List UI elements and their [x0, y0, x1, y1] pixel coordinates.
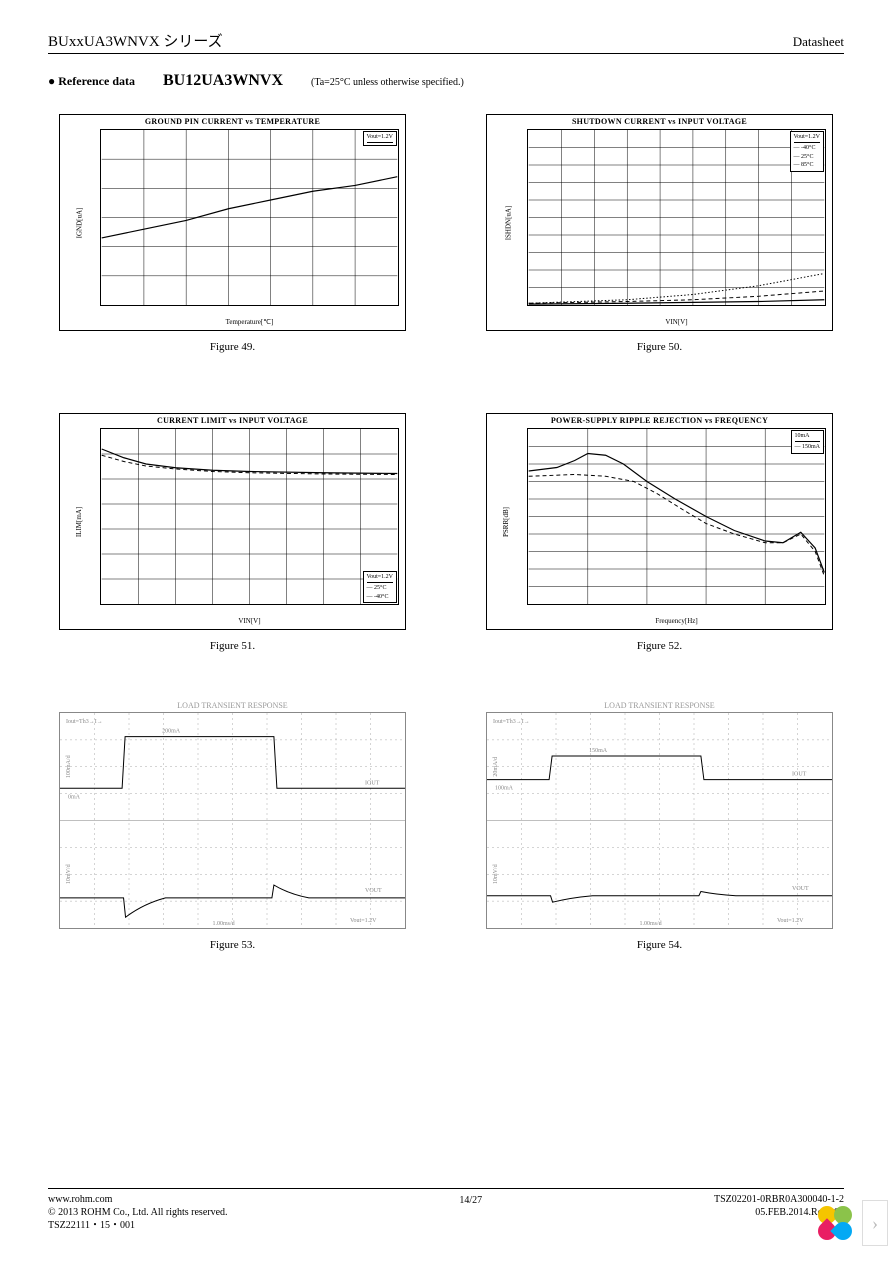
next-page-button[interactable]: ›: [862, 1200, 888, 1246]
svg-text:1.00ms/d: 1.00ms/d: [640, 921, 662, 927]
x-axis-label: VIN[V]: [527, 318, 826, 326]
plot-area: [100, 428, 399, 605]
page: BUxxUA3WNVX シリーズ Datasheet ● Reference d…: [0, 0, 892, 1250]
legend: Vout=1.2V— 25°C— -40°C: [363, 571, 397, 603]
x-axis-label: VIN[V]: [100, 617, 399, 625]
svg-text:IOUT: IOUT: [792, 772, 807, 778]
reference-row: ● Reference data BU12UA3WNVX (Ta=25°C un…: [48, 72, 844, 90]
chart-title: GROUND PIN CURRENT vs TEMPERATURE: [60, 117, 405, 126]
datasheet-label: Datasheet: [793, 34, 844, 50]
y-axis-label: ISHDN[uA]: [504, 205, 512, 240]
svg-text:150mA: 150mA: [589, 748, 608, 754]
chart-54: LOAD TRANSIENT RESPONSE Iout=Th3→I→ 150m…: [475, 712, 844, 951]
chart-title: CURRENT LIMIT vs INPUT VOLTAGE: [60, 416, 405, 425]
svg-text:100mA: 100mA: [495, 786, 514, 792]
svg-text:VOUT: VOUT: [365, 888, 382, 894]
scope-title: LOAD TRANSIENT RESPONSE: [60, 701, 405, 710]
page-footer: www.rohm.com © 2013 ROHM Co., Ltd. All r…: [48, 1188, 844, 1232]
x-axis-label: Frequency[Hz]: [527, 617, 826, 625]
figure-caption: Figure 49.: [210, 341, 255, 353]
chart-title: SHUTDOWN CURRENT vs INPUT VOLTAGE: [487, 117, 832, 126]
svg-text:100mA/d: 100mA/d: [66, 755, 72, 778]
charts-grid: GROUND PIN CURRENT vs TEMPERATURE IGND[u…: [48, 114, 844, 951]
footer-page: 14/27: [459, 1195, 482, 1206]
figure-caption: Figure 51.: [210, 640, 255, 652]
footer-left: www.rohm.com © 2013 ROHM Co., Ltd. All r…: [48, 1193, 228, 1232]
corner-widget: ›: [814, 1200, 888, 1246]
chart-box: POWER-SUPPLY RIPPLE REJECTION vs FREQUEN…: [486, 413, 833, 630]
svg-text:Iout=Th3→I→: Iout=Th3→I→: [66, 719, 103, 725]
footer-code: TSZ22111・15・001: [48, 1219, 228, 1232]
footer-copyright: © 2013 ROHM Co., Ltd. All rights reserve…: [48, 1206, 228, 1219]
svg-text:IOUT: IOUT: [365, 780, 380, 786]
scope-box: LOAD TRANSIENT RESPONSE Iout=Th3→I→ 150m…: [486, 712, 833, 929]
svg-text:20mA/d: 20mA/d: [493, 757, 499, 777]
series-title: BUxxUA3WNVX シリーズ: [48, 30, 223, 51]
svg-text:200mA: 200mA: [162, 729, 181, 735]
scope-box: LOAD TRANSIENT RESPONSE Iout=Th3→I→ 200m…: [59, 712, 406, 929]
chart-52: POWER-SUPPLY RIPPLE REJECTION vs FREQUEN…: [475, 413, 844, 652]
footer-url: www.rohm.com: [48, 1193, 228, 1206]
legend: 10mA— 150mA: [791, 430, 825, 454]
chart-title: POWER-SUPPLY RIPPLE REJECTION vs FREQUEN…: [487, 416, 832, 425]
legend: Vout=1.2V: [363, 131, 397, 146]
logo-icon: [814, 1202, 856, 1244]
legend: Vout=1.2V— -40°C— 25°C— 85°C: [790, 131, 824, 172]
reference-bullet: ● Reference data: [48, 74, 135, 89]
chart-box: SHUTDOWN CURRENT vs INPUT VOLTAGE ISHDN[…: [486, 114, 833, 331]
chart-53: LOAD TRANSIENT RESPONSE Iout=Th3→I→ 200m…: [48, 712, 417, 951]
svg-text:10mV/d: 10mV/d: [493, 864, 499, 884]
svg-text:Vout=1.2V: Vout=1.2V: [350, 918, 377, 924]
chart-49: GROUND PIN CURRENT vs TEMPERATURE IGND[u…: [48, 114, 417, 353]
scope-title: LOAD TRANSIENT RESPONSE: [487, 701, 832, 710]
figure-caption: Figure 52.: [637, 640, 682, 652]
chart-50: SHUTDOWN CURRENT vs INPUT VOLTAGE ISHDN[…: [475, 114, 844, 353]
svg-text:Iout=Th3→I→: Iout=Th3→I→: [493, 719, 530, 725]
y-axis-label: ILIM[mA]: [75, 506, 83, 536]
chart-box: CURRENT LIMIT vs INPUT VOLTAGE ILIM[mA] …: [59, 413, 406, 630]
y-axis-label: PSRR[dB]: [502, 507, 510, 537]
part-number: BU12UA3WNVX: [163, 72, 283, 90]
x-axis-label: Temperature[℃]: [100, 318, 399, 326]
svg-text:1.00ms/d: 1.00ms/d: [213, 921, 235, 927]
svg-text:10mV/d: 10mV/d: [66, 864, 72, 884]
svg-text:0mA: 0mA: [68, 794, 81, 800]
condition-note: (Ta=25°C unless otherwise specified.): [311, 77, 464, 88]
page-header: BUxxUA3WNVX シリーズ Datasheet: [48, 30, 844, 54]
figure-caption: Figure 50.: [637, 341, 682, 353]
chart-51: CURRENT LIMIT vs INPUT VOLTAGE ILIM[mA] …: [48, 413, 417, 652]
plot-area: [527, 428, 826, 605]
chart-box: GROUND PIN CURRENT vs TEMPERATURE IGND[u…: [59, 114, 406, 331]
plot-area: [527, 129, 826, 306]
figure-caption: Figure 53.: [210, 939, 255, 951]
y-axis-label: IGND[uA]: [75, 207, 83, 238]
svg-text:VOUT: VOUT: [792, 886, 809, 892]
figure-caption: Figure 54.: [637, 939, 682, 951]
plot-area: [100, 129, 399, 306]
svg-text:Vout=1.2V: Vout=1.2V: [777, 918, 804, 924]
